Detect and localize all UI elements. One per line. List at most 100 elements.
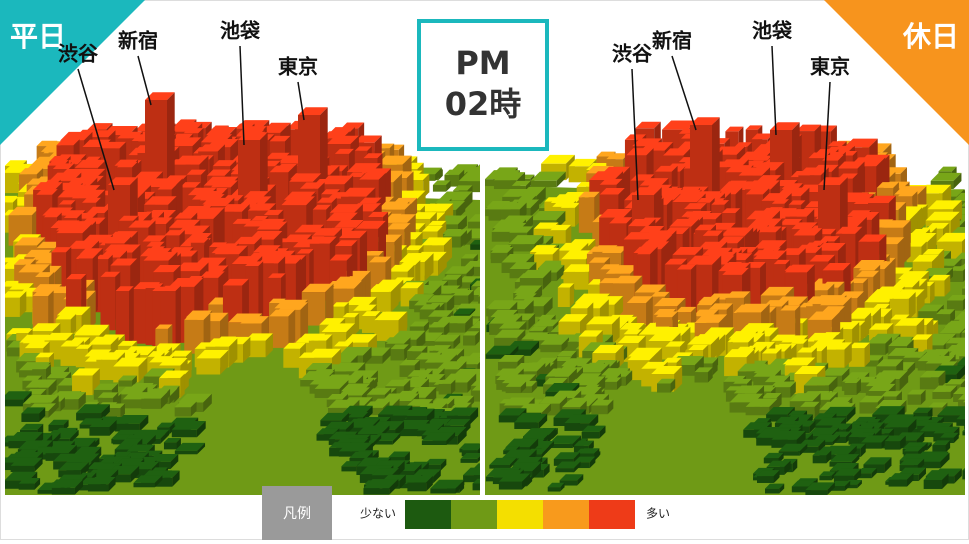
block-top	[578, 330, 603, 337]
block-side	[753, 376, 774, 386]
block-face	[175, 285, 181, 348]
block-side	[961, 370, 965, 382]
block-top	[5, 457, 21, 463]
block-top	[702, 230, 724, 236]
block-top	[21, 407, 46, 414]
block-top	[167, 373, 185, 378]
block-top	[87, 476, 116, 485]
block-top	[505, 381, 527, 387]
block-side	[831, 436, 846, 443]
block-top	[868, 383, 896, 391]
block-side	[122, 399, 144, 409]
block-face	[963, 268, 965, 282]
block-face	[918, 467, 926, 482]
block-side	[329, 447, 346, 457]
block-top	[473, 463, 480, 469]
block-side	[581, 431, 600, 439]
block-top	[517, 195, 536, 201]
block-side	[854, 382, 871, 393]
block-face	[395, 421, 405, 437]
block-top	[778, 443, 808, 452]
block-side	[174, 407, 191, 417]
block-top	[552, 390, 582, 399]
block-side	[151, 477, 173, 487]
block-top	[959, 350, 965, 357]
block-top	[721, 208, 741, 213]
block-top	[281, 258, 301, 264]
block-top	[591, 399, 614, 406]
block-side	[366, 394, 385, 405]
block-top	[677, 264, 696, 270]
block-face	[446, 432, 456, 445]
block-face	[426, 475, 433, 492]
block-top	[184, 313, 211, 320]
block-side	[737, 371, 760, 382]
block-side	[407, 482, 427, 492]
block-face	[74, 479, 84, 495]
block-side	[928, 407, 943, 417]
block-top	[32, 364, 51, 370]
block-top	[363, 153, 383, 159]
block-top	[183, 128, 204, 134]
block-face	[60, 397, 65, 412]
block-side	[361, 316, 376, 333]
block-top	[431, 398, 455, 405]
block-top	[338, 346, 372, 356]
block-face	[707, 367, 713, 383]
block-top	[785, 209, 815, 217]
block-top	[359, 172, 386, 180]
block-top	[317, 197, 337, 203]
block-top	[829, 462, 859, 471]
block-top	[756, 175, 782, 182]
block-top	[341, 461, 362, 467]
block-top	[428, 310, 454, 317]
block-face	[574, 461, 581, 473]
block-top	[36, 189, 58, 195]
block-top	[589, 171, 624, 180]
block-side	[771, 439, 797, 448]
block-top	[60, 131, 93, 141]
block-top	[820, 297, 852, 306]
block-top	[368, 211, 389, 218]
time-hour: 02時	[445, 85, 522, 123]
block-side	[424, 362, 449, 374]
block-top	[430, 479, 465, 489]
block-top	[76, 404, 110, 414]
block-top	[114, 415, 149, 424]
block-top	[60, 340, 84, 347]
block-face	[530, 199, 540, 217]
block-face	[258, 261, 264, 320]
block-top	[388, 264, 415, 272]
block-top	[498, 321, 527, 329]
block-top	[413, 386, 437, 393]
block-top	[48, 419, 69, 426]
block-face	[569, 283, 575, 308]
block-top	[342, 312, 360, 318]
block-top	[111, 231, 138, 239]
block-face	[546, 441, 555, 454]
block-top	[903, 446, 924, 452]
block-side	[430, 488, 456, 494]
block-side	[344, 427, 371, 434]
landmark-label: 新宿	[118, 29, 158, 53]
block-face	[373, 377, 378, 390]
block-top	[488, 301, 518, 310]
block-top	[925, 211, 960, 221]
block-top	[540, 337, 569, 345]
block-top	[773, 259, 791, 265]
block-top	[558, 314, 588, 322]
block-top	[33, 182, 63, 190]
block-top	[820, 368, 850, 376]
block-side	[819, 475, 832, 481]
block-face	[132, 375, 137, 387]
block-top	[830, 480, 851, 486]
block-top	[240, 316, 269, 324]
block-top	[75, 344, 93, 349]
block-top	[664, 258, 688, 265]
block-top	[101, 141, 127, 149]
block-top	[422, 203, 454, 212]
block-top	[20, 423, 44, 430]
block-side	[461, 258, 474, 268]
block-top	[493, 172, 526, 181]
block-side	[888, 479, 908, 487]
